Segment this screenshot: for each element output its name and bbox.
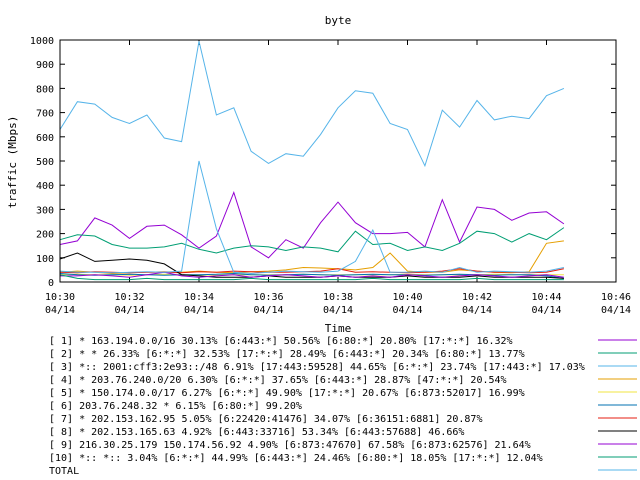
legend-label: [ 9] 216.30.25.179 150.174.56.92 4.90% [… bbox=[49, 440, 531, 451]
x-tick-date-label: 04/14 bbox=[392, 305, 422, 316]
legend: [ 1] * 163.194.0.0/16 30.13% [6:443:*] 5… bbox=[49, 336, 637, 477]
y-tick-label: 300 bbox=[36, 205, 54, 216]
legend-label: [ 8] * 202.153.165.63 4.92% [6:443:33716… bbox=[49, 427, 464, 438]
legend-label: TOTAL bbox=[49, 466, 79, 477]
legend-label: [ 5] * 150.174.0.0/17 6.27% [6:*:*] 49.9… bbox=[49, 388, 525, 399]
x-tick-label: 10:44 bbox=[531, 292, 561, 303]
x-tick-date-label: 04/14 bbox=[184, 305, 214, 316]
y-tick-label: 0 bbox=[48, 278, 54, 289]
plot-area bbox=[59, 41, 565, 281]
chart-axes: 0 100 200 300 400 500 600 700 800 900 1000 10:30 04/… bbox=[30, 36, 631, 316]
y-tick-label: 800 bbox=[36, 84, 54, 95]
x-tick-label: 10:38 bbox=[323, 292, 353, 303]
x-tick-date-label: 04/14 bbox=[45, 305, 75, 316]
legend-label: [ 2] * * 26.33% [6:*:*] 32.53% [17:*:*] … bbox=[49, 349, 525, 360]
x-tick-date-label: 04/14 bbox=[531, 305, 561, 316]
series-line-3 bbox=[59, 41, 565, 168]
x-axis-label: Time bbox=[325, 322, 352, 335]
x-tick-label: 10:40 bbox=[392, 292, 422, 303]
x-tick-label: 10:36 bbox=[253, 292, 283, 303]
series-line-1 bbox=[59, 191, 565, 259]
x-tick-label: 10:42 bbox=[462, 292, 492, 303]
series-line-2 bbox=[59, 227, 565, 254]
plot-frame bbox=[59, 39, 617, 283]
y-tick-label: 900 bbox=[36, 60, 54, 71]
x-tick-label: 10:46 bbox=[601, 292, 631, 303]
x-tick-date-label: 04/14 bbox=[601, 305, 631, 316]
y-tick-label: 500 bbox=[36, 157, 54, 168]
y-tick-label: 600 bbox=[36, 133, 54, 144]
legend-label: [ 3] *:: 2001:cff3:2e93::/48 6.91% [17:4… bbox=[49, 362, 585, 373]
y-tick-label: 100 bbox=[36, 254, 54, 265]
y-tick-label: 200 bbox=[36, 230, 54, 241]
y-axis-label: traffic (Mbps) bbox=[6, 116, 19, 209]
y-tick-label: 700 bbox=[36, 109, 54, 120]
x-tick-label: 10:32 bbox=[114, 292, 144, 303]
legend-label: [ 7] * 202.153.162.95 5.05% [6:22420:414… bbox=[49, 414, 482, 425]
x-tick-label: 10:30 bbox=[45, 292, 75, 303]
y-tick-label: 1000 bbox=[30, 36, 54, 47]
y-tick-label: 400 bbox=[36, 181, 54, 192]
series-line-11 bbox=[59, 160, 565, 275]
series-line-4 bbox=[59, 240, 564, 275]
x-tick-date-label: 04/14 bbox=[462, 305, 492, 316]
legend-label: [ 1] * 163.194.0.0/16 30.13% [6:443:*] 5… bbox=[49, 336, 513, 347]
x-tick-date-label: 04/14 bbox=[114, 305, 144, 316]
legend-label: [ 4] * 203.76.240.0/20 6.30% [6:*:*] 37.… bbox=[49, 375, 507, 386]
x-tick-date-label: 04/14 bbox=[323, 305, 353, 316]
chart-title: byte bbox=[325, 14, 352, 27]
x-tick-label: 10:34 bbox=[184, 292, 214, 303]
legend-label: [10] *:: *:: 3.04% [6:*:*] 44.99% [6:443… bbox=[49, 453, 543, 464]
legend-label: [ 6] 203.76.248.32 * 6.15% [6:80:*] 99.2… bbox=[49, 401, 302, 412]
series-line-10 bbox=[59, 274, 564, 281]
series-line-9 bbox=[60, 271, 564, 278]
series-line-8 bbox=[59, 252, 564, 279]
x-tick-date-label: 04/14 bbox=[253, 305, 283, 316]
